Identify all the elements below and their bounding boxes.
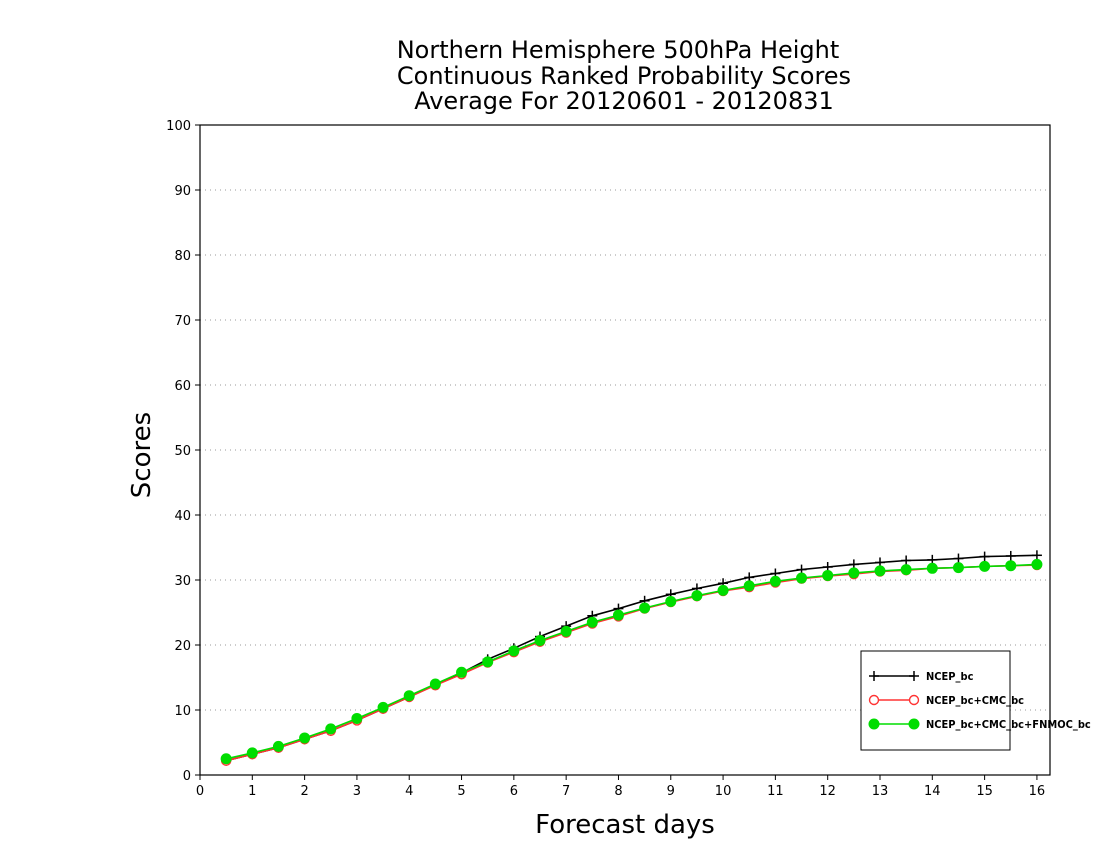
y-tick-label-70: 70 bbox=[174, 314, 191, 329]
data-point-2-4 bbox=[325, 723, 337, 735]
y-axis-label: Scores bbox=[127, 412, 157, 498]
data-point-2-15 bbox=[612, 609, 624, 621]
legend-marker-left-0 bbox=[869, 671, 879, 681]
data-point-2-16 bbox=[639, 602, 651, 614]
x-tick-label-9: 9 bbox=[667, 784, 675, 799]
grid-lines bbox=[200, 189, 1050, 711]
data-point-0-28 bbox=[953, 553, 964, 564]
x-tick-label-15: 15 bbox=[976, 784, 993, 799]
legend-marker-right-2 bbox=[908, 718, 920, 730]
x-tick-label-7: 7 bbox=[562, 784, 570, 799]
data-point-2-26 bbox=[900, 564, 912, 576]
x-tick-label-10: 10 bbox=[715, 784, 732, 799]
chart-title-line-1: Northern Hemisphere 500hPa Height bbox=[397, 36, 840, 64]
legend-item-2: NCEP_bc+CMC_bc+FNMOC_bc bbox=[868, 718, 1091, 731]
y-tick-label-0: 0 bbox=[183, 769, 191, 784]
x-tick-label-4: 4 bbox=[405, 784, 413, 799]
chart-title: Northern Hemisphere 500hPa Height Contin… bbox=[397, 36, 851, 115]
y-tick-label-30: 30 bbox=[174, 574, 191, 589]
legend-marker-right-1 bbox=[908, 694, 920, 706]
data-point-0-26 bbox=[901, 555, 912, 566]
x-tick-label-8: 8 bbox=[614, 784, 622, 799]
x-tick-label-1: 1 bbox=[248, 784, 256, 799]
data-point-0-29 bbox=[979, 551, 990, 562]
x-tick-label-11: 11 bbox=[767, 784, 784, 799]
legend-label-1: NCEP_bc+CMC_bc bbox=[926, 694, 1024, 707]
x-tick-label-3: 3 bbox=[353, 784, 361, 799]
data-point-2-29 bbox=[979, 560, 991, 572]
legend: NCEP_bc NCEP_bc+CMC_bc NCEP_bc+CMC_bc+FNMO… bbox=[860, 650, 1091, 751]
y-tick-label-40: 40 bbox=[174, 509, 191, 524]
series-2 bbox=[220, 558, 1043, 765]
data-point-2-27 bbox=[926, 562, 938, 574]
legend-item-0: NCEP_bc bbox=[869, 670, 974, 683]
data-point-2-7 bbox=[403, 690, 415, 702]
data-point-0-30 bbox=[1005, 550, 1016, 561]
data-point-2-28 bbox=[952, 562, 964, 574]
x-tick-label-0: 0 bbox=[196, 784, 204, 799]
data-point-2-25 bbox=[874, 565, 886, 577]
data-point-2-30 bbox=[1005, 560, 1017, 572]
x-tick-label-6: 6 bbox=[510, 784, 518, 799]
data-point-2-31 bbox=[1031, 558, 1043, 570]
y-tick-label-20: 20 bbox=[174, 639, 191, 654]
x-tick-label-13: 13 bbox=[872, 784, 889, 799]
chart-title-line-3: Average For 20120601 - 20120831 bbox=[414, 87, 834, 115]
data-point-2-18 bbox=[691, 590, 703, 602]
data-point-2-19 bbox=[717, 584, 729, 596]
x-tick-label-14: 14 bbox=[924, 784, 941, 799]
data-point-2-21 bbox=[769, 575, 781, 587]
y-tick-label-100: 100 bbox=[166, 119, 191, 134]
data-point-2-23 bbox=[822, 569, 834, 581]
data-point-2-17 bbox=[665, 595, 677, 607]
data-point-2-20 bbox=[743, 580, 755, 592]
legend-label-0: NCEP_bc bbox=[926, 670, 974, 683]
x-tick-label-2: 2 bbox=[300, 784, 308, 799]
data-point-2-8 bbox=[429, 678, 441, 690]
y-tick-label-90: 90 bbox=[174, 184, 191, 199]
data-point-2-1 bbox=[246, 747, 258, 759]
series-layer bbox=[220, 550, 1043, 766]
data-point-2-12 bbox=[534, 634, 546, 646]
data-point-2-24 bbox=[848, 567, 860, 579]
y-tick-label-60: 60 bbox=[174, 379, 191, 394]
x-tick-label-12: 12 bbox=[819, 784, 836, 799]
data-point-2-14 bbox=[586, 616, 598, 628]
legend-marker-left-2 bbox=[868, 718, 880, 730]
data-point-2-5 bbox=[351, 712, 363, 724]
y-tick-label-10: 10 bbox=[174, 704, 191, 719]
chart-title-line-2: Continuous Ranked Probability Scores bbox=[397, 62, 851, 90]
x-tick-label-5: 5 bbox=[457, 784, 465, 799]
x-tick-label-16: 16 bbox=[1029, 784, 1046, 799]
data-point-2-13 bbox=[560, 625, 572, 637]
data-point-2-22 bbox=[796, 572, 808, 584]
data-point-2-3 bbox=[299, 732, 311, 744]
data-point-2-11 bbox=[508, 645, 520, 657]
data-point-2-2 bbox=[272, 740, 284, 752]
legend-marker-right-0 bbox=[909, 671, 919, 681]
y-tick-label-80: 80 bbox=[174, 249, 191, 264]
legend-label-2: NCEP_bc+CMC_bc+FNMOC_bc bbox=[926, 718, 1091, 731]
y-tick-label-50: 50 bbox=[174, 444, 191, 459]
legend-item-1: NCEP_bc+CMC_bc bbox=[868, 694, 1024, 707]
legend-marker-left-1 bbox=[868, 694, 880, 706]
data-point-2-6 bbox=[377, 701, 389, 713]
data-point-2-9 bbox=[456, 666, 468, 678]
data-point-2-0 bbox=[220, 753, 232, 765]
x-axis-label: Forecast days bbox=[535, 810, 715, 840]
data-point-2-10 bbox=[482, 656, 494, 668]
data-point-0-31 bbox=[1031, 550, 1042, 561]
